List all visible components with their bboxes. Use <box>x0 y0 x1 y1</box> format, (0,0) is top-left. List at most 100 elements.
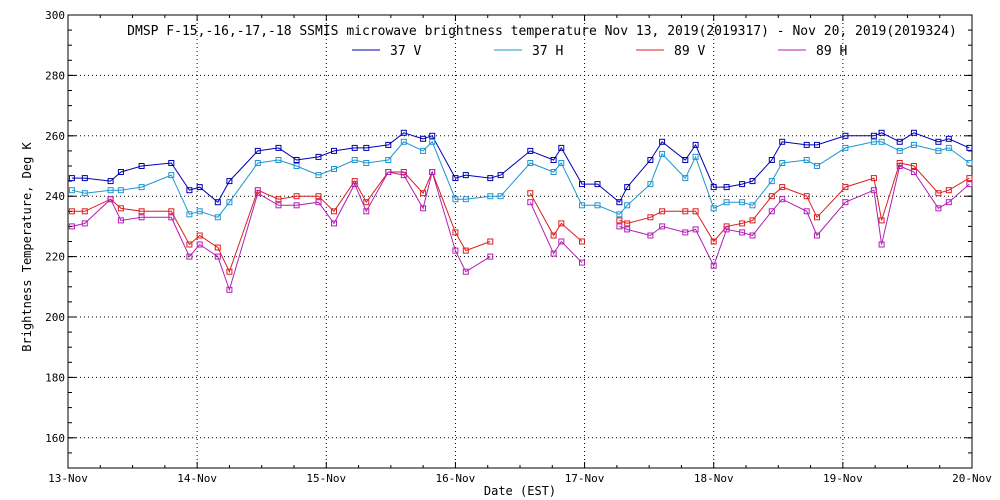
data-point <box>196 232 203 239</box>
data-point <box>624 226 631 233</box>
data-point <box>896 138 903 145</box>
data-point <box>550 169 557 175</box>
series-line <box>529 192 583 242</box>
data-point <box>910 169 917 175</box>
y-tick-label: 180 <box>45 371 65 384</box>
data-point <box>107 196 114 203</box>
legend-label: 89 V <box>674 44 705 59</box>
data-point <box>275 144 282 151</box>
y-tick-label: 240 <box>45 190 65 203</box>
series-89-h <box>68 163 973 293</box>
series-layer <box>68 129 973 293</box>
data-point <box>723 199 730 206</box>
data-point <box>275 196 282 203</box>
data-point <box>117 187 124 194</box>
legend-label: 37 V <box>390 44 421 59</box>
chart-title: DMSP F-15,-16,-17,-18 SSMIS microwave br… <box>127 24 957 39</box>
data-point <box>226 178 233 185</box>
data-point <box>429 132 436 139</box>
data-point <box>550 250 557 257</box>
data-point <box>814 141 820 148</box>
data-point <box>659 150 666 157</box>
data-point <box>420 205 427 212</box>
data-point <box>293 202 300 209</box>
y-tick-label: 300 <box>45 9 65 22</box>
data-point <box>462 172 469 179</box>
data-point <box>878 138 885 145</box>
data-point <box>842 199 849 206</box>
data-point <box>814 232 820 239</box>
x-tick-label: 18-Nov <box>694 472 734 485</box>
data-point <box>293 163 300 169</box>
data-point <box>682 175 689 182</box>
data-point <box>749 202 756 209</box>
data-point <box>779 160 786 166</box>
data-point <box>487 193 494 200</box>
data-point <box>624 220 631 227</box>
data-point <box>275 157 282 163</box>
data-point <box>739 199 746 206</box>
data-point <box>659 138 666 145</box>
data-point <box>594 202 601 209</box>
data-point <box>803 157 810 163</box>
x-tick-label: 20-Nov <box>952 472 992 485</box>
data-point <box>351 181 358 188</box>
data-point <box>196 184 203 191</box>
data-point <box>452 229 459 236</box>
data-point <box>462 196 469 203</box>
data-point <box>910 163 917 169</box>
data-point <box>363 144 370 151</box>
data-point <box>710 238 717 245</box>
data-point <box>692 153 699 160</box>
data-point <box>186 253 193 260</box>
data-point <box>351 144 358 151</box>
data-point <box>842 184 849 191</box>
legend: 37 V 37 H 89 V 89 H <box>352 44 847 59</box>
data-point <box>692 141 699 148</box>
data-point <box>315 193 322 200</box>
data-point <box>254 160 261 166</box>
data-point <box>420 135 427 142</box>
y-tick-label: 160 <box>45 432 65 445</box>
series-89-v <box>68 160 973 275</box>
data-point <box>616 223 623 230</box>
data-point <box>870 175 877 182</box>
data-point <box>749 232 756 239</box>
data-point <box>647 214 654 221</box>
data-point <box>803 208 810 215</box>
data-point <box>351 157 358 163</box>
data-point <box>226 199 233 206</box>
data-point <box>452 247 459 254</box>
data-point <box>558 144 565 151</box>
data-point <box>945 199 952 206</box>
data-point <box>710 205 717 212</box>
data-point <box>429 169 436 175</box>
data-point <box>935 147 942 154</box>
data-point <box>400 172 407 179</box>
data-point <box>487 238 494 245</box>
data-point <box>254 147 261 154</box>
data-point <box>710 184 717 191</box>
data-point <box>400 169 407 175</box>
data-point <box>168 172 175 179</box>
data-point <box>814 163 820 169</box>
data-point <box>400 129 407 136</box>
data-point <box>945 135 952 142</box>
data-point <box>385 141 392 148</box>
y-tick-label: 260 <box>45 130 65 143</box>
data-point <box>452 196 459 203</box>
data-point <box>168 160 175 166</box>
data-point <box>768 157 775 163</box>
data-point <box>803 193 810 200</box>
data-point <box>779 138 786 145</box>
data-point <box>68 187 75 194</box>
data-point <box>497 172 504 179</box>
x-tick-label: 14-Nov <box>177 472 217 485</box>
data-point <box>616 211 623 218</box>
data-point <box>896 163 903 169</box>
data-point <box>803 141 810 148</box>
data-point <box>226 268 233 275</box>
data-point <box>878 129 885 136</box>
data-point <box>275 202 282 209</box>
data-point <box>315 199 322 206</box>
